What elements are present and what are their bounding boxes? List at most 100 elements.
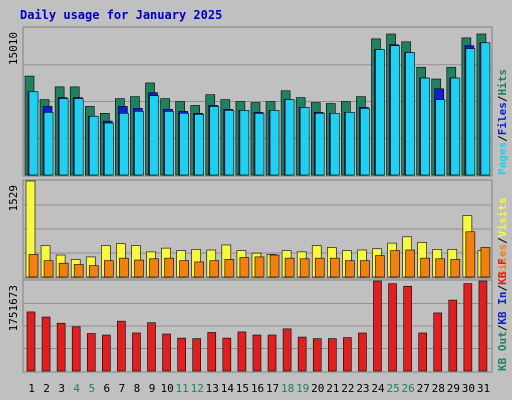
bar-sites <box>73 264 84 278</box>
bar-pages <box>345 112 355 176</box>
bar-pages <box>360 108 370 176</box>
y-max-label: 1529 <box>7 185 20 212</box>
bar-kbytes <box>86 333 96 372</box>
bar-kbytes <box>71 326 81 372</box>
bar-pages <box>119 113 129 176</box>
x-tick-label: 12 <box>191 382 204 395</box>
bar-kbytes <box>192 338 202 372</box>
bar-sites <box>465 231 476 278</box>
legend: Sites/Visits <box>496 198 509 278</box>
x-axis-day-labels: 1 2 3 4 5 6 7 8 9 10 11 12 13 14 15 16 17 18 19 20 21 22 23 24 2… <box>28 382 490 395</box>
x-tick-label: 7 <box>119 382 126 395</box>
x-tick-label: 11 <box>176 382 189 395</box>
legend-item-pages: Pages <box>496 142 509 175</box>
legend-item-kb-in: KB In <box>496 292 509 325</box>
bar-pages <box>224 110 235 176</box>
bar-sites <box>224 259 235 278</box>
bar-sites <box>104 260 114 278</box>
bar-sites <box>405 249 415 278</box>
bar-sites <box>134 259 144 278</box>
bar-sites <box>390 250 400 278</box>
bar-sites <box>239 257 250 278</box>
bar-pages <box>179 113 189 176</box>
bar-kbytes <box>418 332 427 372</box>
bar-pages <box>254 113 265 176</box>
legend-item-kb-out: KB Out <box>496 331 509 371</box>
panel-visits-sites: 1529 Sites/Visits <box>7 179 509 279</box>
bar-sites <box>375 255 385 278</box>
bar-kbytes <box>343 337 352 372</box>
x-tick-label: 6 <box>104 382 111 395</box>
bar-sites <box>299 258 310 278</box>
bar-sites <box>345 260 355 278</box>
legend-item-visits: Visits <box>496 198 509 238</box>
bar-pages <box>43 112 54 176</box>
bar-sites <box>58 262 69 278</box>
bar-sites <box>164 257 174 278</box>
x-tick-label: 8 <box>134 382 141 395</box>
x-tick-label: 29 <box>447 382 460 395</box>
bar-pages <box>194 113 205 176</box>
legend-separator: / <box>496 135 509 142</box>
legend-separator: / <box>496 95 509 102</box>
x-tick-label: 27 <box>417 382 430 395</box>
bar-sites <box>314 257 325 278</box>
x-tick-label: 10 <box>160 382 173 395</box>
bar-kbytes <box>433 312 443 372</box>
bar-pages <box>299 107 310 176</box>
legend-item-sites: Sites <box>496 244 509 277</box>
x-tick-label: 17 <box>266 382 279 395</box>
x-tick-label: 31 <box>477 382 490 395</box>
x-tick-label: 20 <box>311 382 324 395</box>
bar-kbytes <box>463 283 473 372</box>
bar-pages <box>164 111 174 176</box>
y-max-label: 15010 <box>7 32 20 65</box>
bar-kbytes <box>297 336 307 372</box>
bar-pages <box>375 49 385 176</box>
bar-kbytes <box>312 338 322 372</box>
chart-panels: 15010Pages/Files/Hits1529Sites/Visits175… <box>7 26 509 373</box>
bar-sites <box>194 261 205 278</box>
bar-pages <box>450 77 461 176</box>
bar-pages <box>420 77 430 176</box>
bar-sites <box>269 254 280 278</box>
bar-pages <box>465 48 476 176</box>
bar-pages <box>88 115 99 176</box>
x-tick-label: 30 <box>462 382 475 395</box>
bar-pages <box>314 113 325 176</box>
bar-sites <box>149 258 159 278</box>
bar-kbytes <box>26 311 36 372</box>
bar-pages <box>104 122 114 176</box>
bar-pages <box>58 98 69 176</box>
x-tick-label: 5 <box>88 382 95 395</box>
bar-pages <box>390 45 400 176</box>
bar-sites <box>329 257 340 278</box>
bar-pages <box>480 42 491 176</box>
bar-kbytes <box>162 333 171 372</box>
bar-sites <box>28 254 39 278</box>
bar-sites <box>43 260 54 278</box>
bar-pages <box>329 113 340 176</box>
x-tick-label: 24 <box>371 382 385 395</box>
bar-sites <box>88 265 99 278</box>
bar-pages <box>149 95 159 176</box>
bar-pages <box>239 110 250 176</box>
x-tick-label: 9 <box>149 382 156 395</box>
legend-item-files: Files <box>496 102 509 135</box>
legend-item-kb-f: KB F <box>496 258 509 285</box>
bar-pages <box>405 52 415 176</box>
x-tick-label: 3 <box>58 382 65 395</box>
legend-separator: / <box>496 285 509 292</box>
bar-kbytes <box>237 331 247 372</box>
x-tick-label: 28 <box>432 382 445 395</box>
bar-kbytes <box>282 328 292 372</box>
legend-separator: / <box>496 237 509 244</box>
x-tick-label: 21 <box>326 382 339 395</box>
bar-pages <box>28 91 39 176</box>
x-tick-label: 16 <box>251 382 264 395</box>
legend: KB Out/KB In/KB F <box>496 258 509 371</box>
bar-sites <box>420 257 430 278</box>
